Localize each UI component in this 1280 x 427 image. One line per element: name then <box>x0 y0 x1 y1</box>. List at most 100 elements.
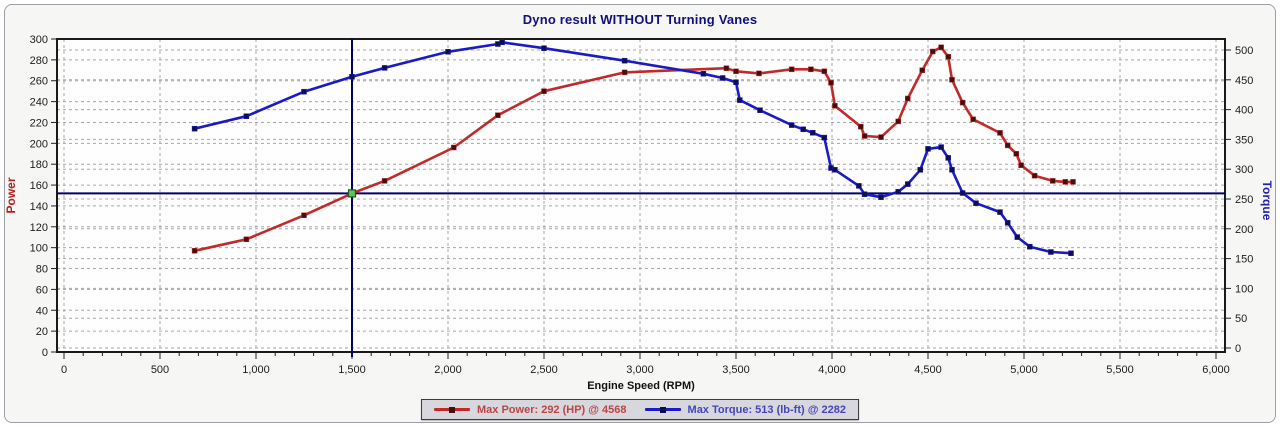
data-point-marker <box>895 189 901 195</box>
data-point-marker <box>808 66 814 73</box>
data-point-marker <box>861 191 868 197</box>
plot-area <box>57 39 1225 352</box>
data-point-marker <box>878 134 884 140</box>
data-point-marker <box>832 167 838 173</box>
data-point-marker <box>1014 234 1021 240</box>
torque-axis-label: Torque <box>1260 181 1274 221</box>
data-point-marker <box>1004 142 1011 149</box>
x-tick-label: 5,500 <box>1106 364 1134 376</box>
data-point-marker <box>301 88 307 95</box>
data-point-marker <box>1062 179 1069 185</box>
data-point-marker <box>349 74 355 80</box>
power-tick-label: 300 <box>30 34 48 46</box>
legend-label-torque: Max Torque: 513 (lb-ft) @ 2282 <box>687 403 846 416</box>
chart-title: Dyno result WITHOUT Turning Vanes <box>522 12 758 27</box>
legend-item-torque: Max Torque: 513 (lb-ft) @ 2282 <box>644 403 846 416</box>
x-axis-label: Engine Speed (RPM) <box>587 380 695 392</box>
power-line-sample <box>434 406 471 413</box>
data-point-marker <box>445 49 451 55</box>
power-series <box>191 44 1076 254</box>
data-point-marker <box>878 194 884 200</box>
power-tick-label: 60 <box>36 284 48 296</box>
torque-series <box>191 39 1074 256</box>
x-tick-label: 1,500 <box>338 364 366 376</box>
data-point-marker <box>243 113 250 119</box>
data-point-marker <box>1068 250 1074 256</box>
x-tick-label: 4,500 <box>914 364 942 376</box>
data-point-marker <box>191 125 198 132</box>
data-point-marker <box>930 48 936 55</box>
plot-frame <box>56 38 1226 353</box>
torque-marker-icon <box>659 406 666 413</box>
data-point-marker <box>945 53 951 60</box>
legend-item-power: Max Power: 292 (HP) @ 4568 <box>434 404 627 416</box>
power-tick-label: 160 <box>30 180 48 192</box>
data-point-marker <box>1027 243 1033 250</box>
data-point-marker <box>973 200 979 206</box>
power-tick-label: 120 <box>30 222 48 234</box>
data-point-marker <box>821 68 828 75</box>
axis-tick-labels: 0 20 40 60 80 100 120 140 160 180 200 220 240 260 280 3… <box>30 34 1254 376</box>
torque-tick-label: 100 <box>1235 283 1253 295</box>
power-tick-label: 200 <box>30 138 48 150</box>
power-tick-label: 20 <box>36 326 48 338</box>
x-tick-label: 3,000 <box>626 364 654 376</box>
torque-line-sample <box>644 406 681 413</box>
power-tick-label: 0 <box>42 347 48 359</box>
data-point-marker <box>810 130 816 136</box>
data-point-marker <box>959 190 966 196</box>
cursor-marker <box>347 189 357 198</box>
data-point-marker <box>723 65 730 71</box>
power-tick-label: 240 <box>30 97 48 109</box>
data-point-marker <box>381 178 388 184</box>
torque-tick-label: 500 <box>1235 45 1253 57</box>
data-point-marker <box>301 212 307 219</box>
data-point-marker <box>919 67 925 74</box>
data-point-marker <box>733 68 739 75</box>
data-point-marker <box>1031 172 1038 179</box>
torque-tick-label: 450 <box>1235 75 1253 87</box>
power-tick-label: 280 <box>30 55 48 67</box>
data-point-marker <box>719 75 726 81</box>
torque-tick-label: 200 <box>1235 224 1253 236</box>
data-point-marker <box>832 103 838 109</box>
data-point-marker <box>949 167 955 173</box>
legend-box: Max Power: 292 (HP) @ 4568 Max Torque: 5… <box>421 399 859 420</box>
x-tick-label: 1,000 <box>242 364 270 376</box>
legend-label-power: Max Power: 292 (HP) @ 4568 <box>477 403 627 416</box>
data-point-marker <box>938 44 944 51</box>
data-point-marker <box>800 126 806 133</box>
data-point-marker <box>381 65 388 71</box>
power-tick-label: 140 <box>30 201 48 213</box>
data-point-marker <box>621 57 628 64</box>
data-point-marker <box>858 123 864 130</box>
torque-tick-label: 350 <box>1235 134 1253 146</box>
data-point-marker <box>821 134 828 141</box>
power-tick-label: 100 <box>30 243 48 255</box>
data-point-marker <box>1070 179 1076 185</box>
data-point-marker <box>905 95 911 102</box>
data-point-marker <box>1013 151 1020 157</box>
power-tick-label: 260 <box>30 76 48 88</box>
data-point-marker <box>495 112 501 118</box>
x-tick-label: 4,000 <box>818 364 846 376</box>
data-point-marker <box>1018 162 1024 168</box>
x-tick-label: 6,000 <box>1202 364 1230 376</box>
power-marker-icon <box>449 406 456 413</box>
data-point-marker <box>861 133 868 139</box>
x-tick-label: 5,000 <box>1010 364 1038 376</box>
data-point-marker <box>997 130 1003 136</box>
data-point-marker <box>828 80 834 86</box>
power-axis-label: Power <box>4 177 18 213</box>
data-point-marker <box>541 88 547 94</box>
data-point-marker <box>938 144 944 150</box>
data-point-marker <box>945 155 951 161</box>
data-point-marker <box>499 39 505 46</box>
power-tick-label: 40 <box>36 305 48 317</box>
torque-tick-label: 50 <box>1235 313 1247 325</box>
x-tick-label: 3,500 <box>722 364 750 376</box>
data-point-marker <box>191 248 198 254</box>
torque-tick-label: 150 <box>1235 254 1253 266</box>
data-point-marker <box>757 107 763 113</box>
x-tick-label: 500 <box>151 364 169 376</box>
